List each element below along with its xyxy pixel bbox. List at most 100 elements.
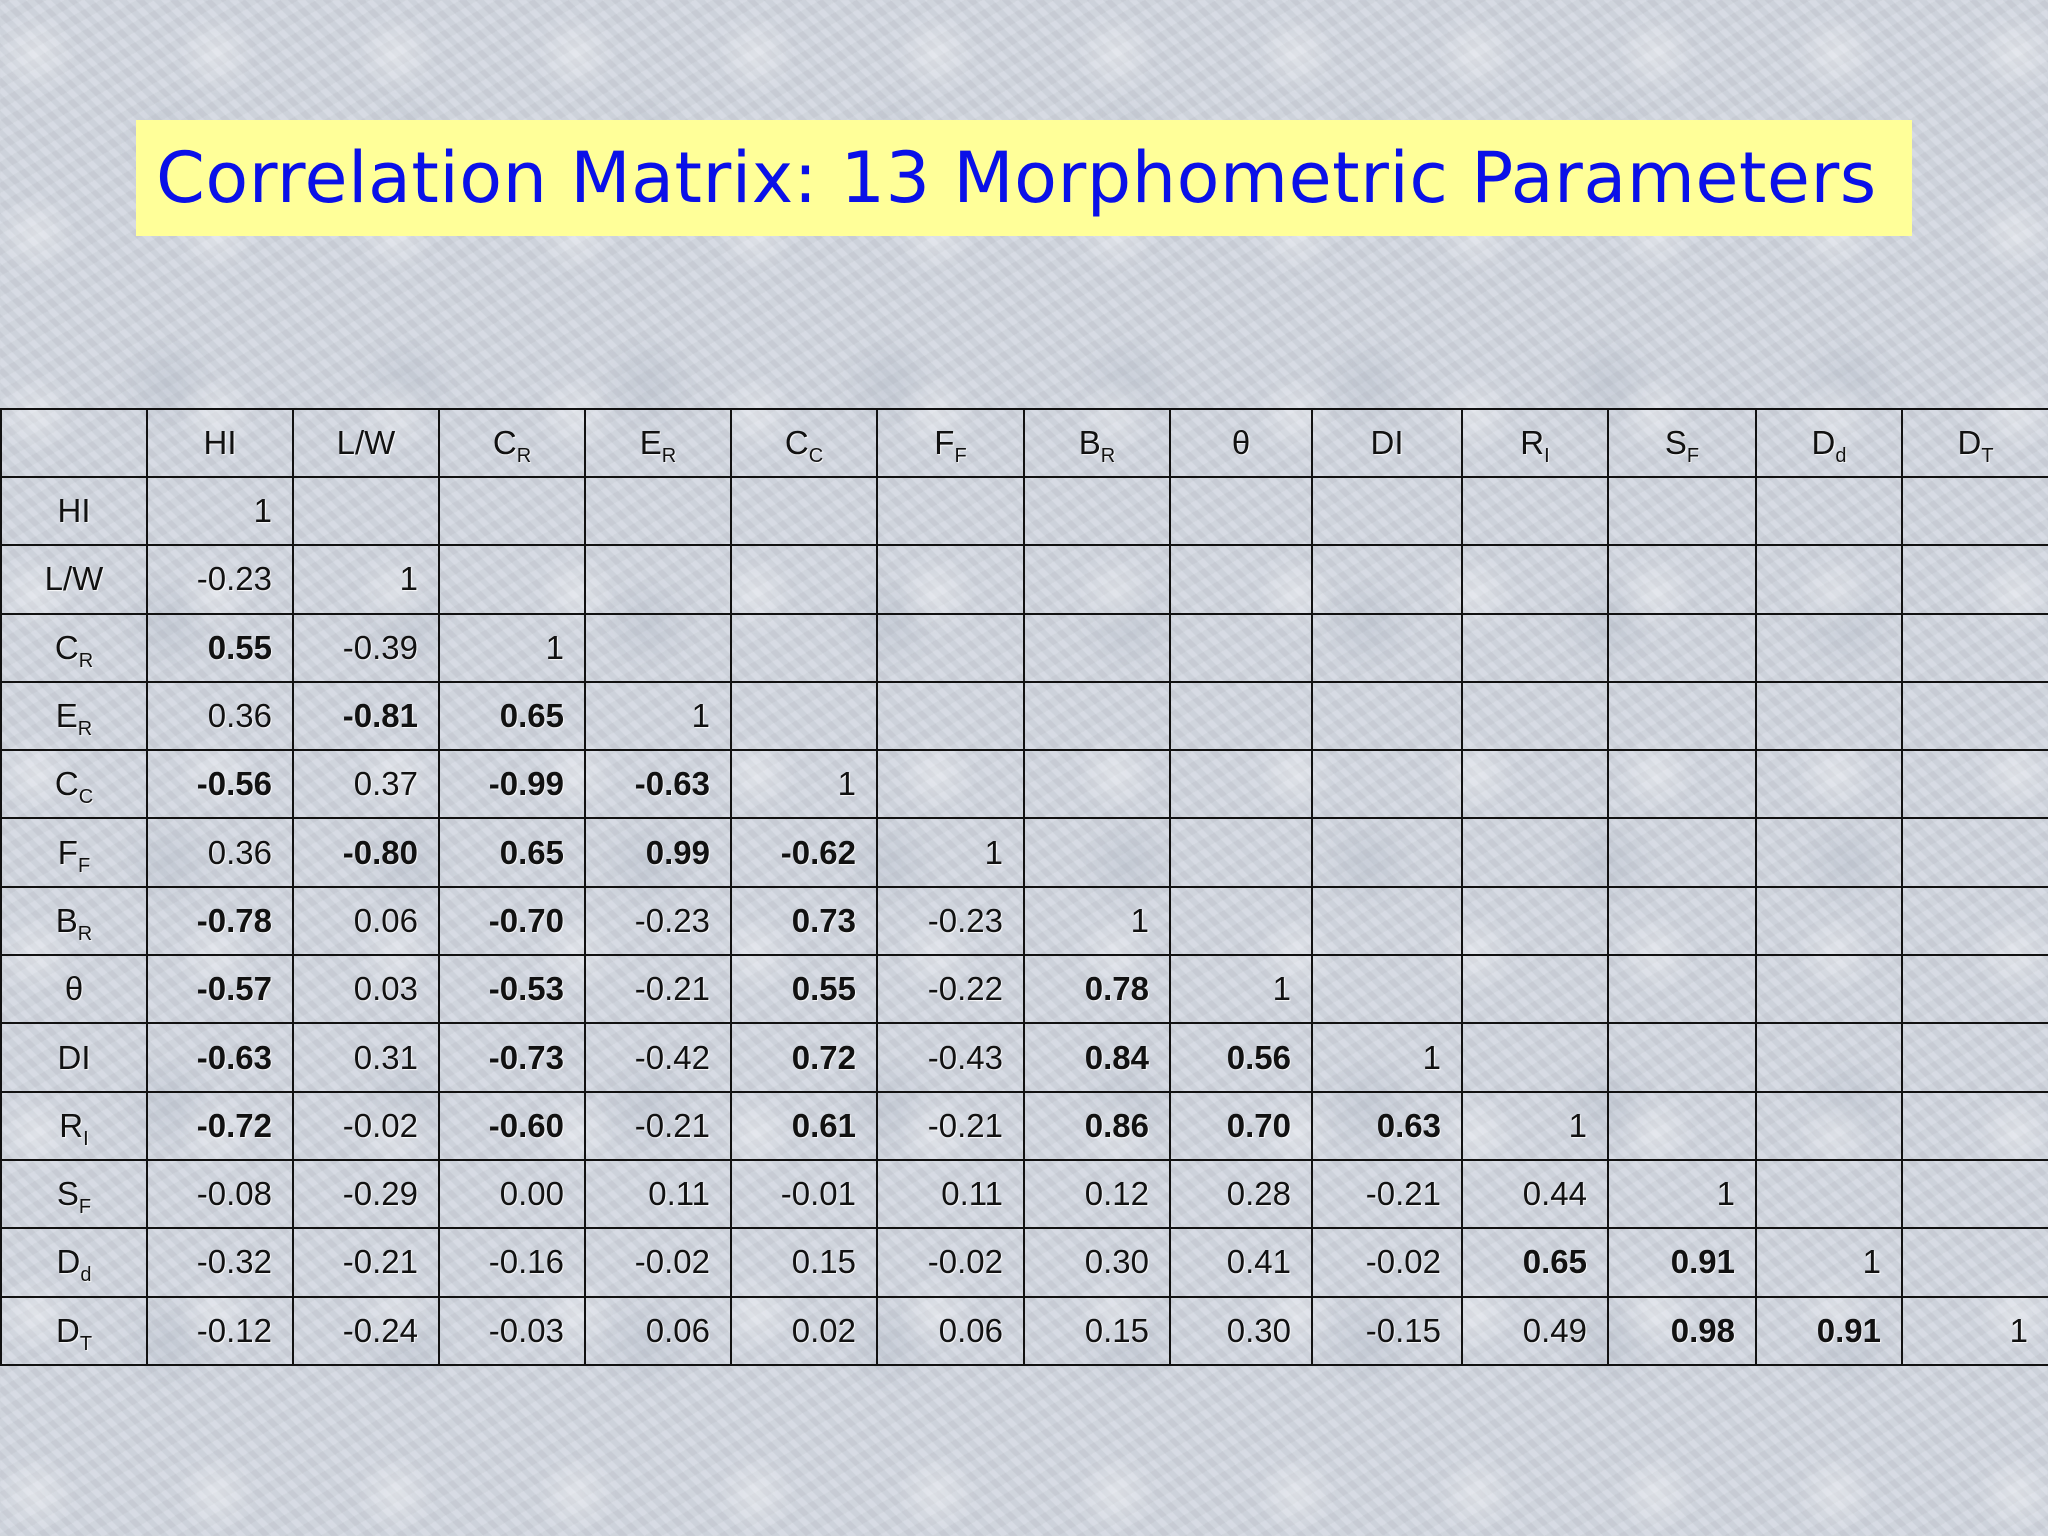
matrix-cell xyxy=(1901,1022,2048,1093)
matrix-cell xyxy=(1311,544,1463,615)
matrix-cell: -0.03 xyxy=(438,1295,586,1367)
matrix-cell: 0.91 xyxy=(1755,1295,1903,1367)
matrix-cell: 0.78 xyxy=(1023,954,1171,1025)
matrix-cell: 0.55 xyxy=(146,612,294,683)
matrix-cell xyxy=(1461,817,1609,888)
matrix-cell: -0.12 xyxy=(146,1295,294,1367)
matrix-cell xyxy=(1607,612,1757,683)
matrix-cell: 1 xyxy=(584,680,732,752)
table-row: DT -0.12 -0.24 -0.03 0.06 0.02 0.06 0.15 0.30 -0.… xyxy=(0,1295,2048,1367)
matrix-cell: 1 xyxy=(1311,1022,1463,1093)
matrix-cell: -0.62 xyxy=(730,817,878,888)
page-title: Correlation Matrix: 13 Morphometric Para… xyxy=(156,137,1877,219)
matrix-cell: 1 xyxy=(1607,1158,1757,1230)
row-header-9: DI xyxy=(0,1022,148,1093)
matrix-cell: 0.63 xyxy=(1311,1090,1463,1161)
matrix-cell xyxy=(1461,612,1609,683)
matrix-cell: 0.65 xyxy=(1461,1227,1609,1298)
matrix-cell xyxy=(876,680,1025,752)
matrix-cell xyxy=(1023,475,1171,547)
column-header-13-subscript: T xyxy=(1981,445,1994,467)
matrix-cell: 0.30 xyxy=(1023,1227,1171,1298)
row-header-12-subscript: d xyxy=(80,1264,92,1287)
matrix-cell: 0.15 xyxy=(1023,1295,1171,1367)
row-header-4-base: E xyxy=(55,697,78,735)
matrix-cell: -0.21 xyxy=(584,954,732,1025)
row-header-5-base: C xyxy=(54,765,79,803)
row-header-9-base: DI xyxy=(57,1038,91,1076)
row-header-2-base: L/W xyxy=(44,560,104,598)
matrix-cell xyxy=(876,475,1025,547)
matrix-cell xyxy=(584,475,732,547)
matrix-cell xyxy=(1901,612,2048,683)
matrix-cell xyxy=(1755,954,1903,1025)
row-header-3: CR xyxy=(0,612,148,683)
matrix-cell xyxy=(1755,749,1903,820)
row-header-6-subscript: F xyxy=(77,854,91,877)
matrix-cell: 0.31 xyxy=(292,1022,440,1093)
matrix-cell: -0.21 xyxy=(876,1090,1025,1161)
matrix-cell xyxy=(876,544,1025,615)
matrix-cell: 0.03 xyxy=(292,954,440,1025)
matrix-cell: 0.73 xyxy=(730,885,878,957)
matrix-cell: 0.00 xyxy=(438,1158,586,1230)
matrix-cell xyxy=(1461,749,1609,820)
column-header-6-subscript: F xyxy=(954,445,967,467)
matrix-cell xyxy=(1901,885,2048,957)
matrix-cell: 1 xyxy=(1461,1090,1609,1161)
matrix-cell xyxy=(1607,544,1757,615)
matrix-cell: 0.91 xyxy=(1607,1227,1757,1298)
row-header-6-base: F xyxy=(57,833,78,871)
matrix-cell: 1 xyxy=(1169,954,1313,1025)
matrix-cell: -0.63 xyxy=(146,1022,294,1093)
matrix-cell xyxy=(1169,817,1313,888)
matrix-cell: -0.21 xyxy=(292,1227,440,1298)
matrix-cell: 1 xyxy=(1755,1227,1903,1298)
matrix-cell xyxy=(1311,749,1463,820)
matrix-cell: -0.15 xyxy=(1311,1295,1463,1367)
matrix-cell: 0.36 xyxy=(146,680,294,752)
matrix-cell: -0.29 xyxy=(292,1158,440,1230)
column-header-10-base: R xyxy=(1520,424,1545,461)
column-header-12-base: D xyxy=(1811,424,1836,461)
matrix-cell: -0.60 xyxy=(438,1090,586,1161)
matrix-cell xyxy=(1169,749,1313,820)
column-header-7-subscript: R xyxy=(1100,445,1116,467)
matrix-cell xyxy=(438,544,586,615)
matrix-cell: -0.73 xyxy=(438,1022,586,1093)
matrix-cell: -0.99 xyxy=(438,749,586,820)
matrix-cell xyxy=(1901,680,2048,752)
row-header-11: SF xyxy=(0,1158,148,1230)
column-header-5: CC xyxy=(730,408,878,478)
matrix-cell xyxy=(1901,475,2048,547)
matrix-cell xyxy=(1755,1022,1903,1093)
matrix-cell xyxy=(1755,475,1903,547)
matrix-cell xyxy=(584,612,732,683)
table-row: FF 0.36 -0.80 0.65 0.99 -0.62 1 xyxy=(0,817,2048,888)
row-header-8: θ xyxy=(0,954,148,1025)
matrix-cell: -0.23 xyxy=(876,885,1025,957)
row-header-13-subscript: T xyxy=(79,1332,93,1355)
column-header-11-base: S xyxy=(1664,424,1687,461)
matrix-cell xyxy=(1169,680,1313,752)
column-header-7: BR xyxy=(1023,408,1171,478)
matrix-cell: 0.41 xyxy=(1169,1227,1313,1298)
row-header-4: ER xyxy=(0,680,148,752)
matrix-cell xyxy=(1607,749,1757,820)
matrix-cell: -0.01 xyxy=(730,1158,878,1230)
matrix-cell xyxy=(1023,680,1171,752)
matrix-cell xyxy=(1169,885,1313,957)
matrix-cell xyxy=(730,680,878,752)
matrix-cell: 0.11 xyxy=(876,1158,1025,1230)
matrix-cell: -0.78 xyxy=(146,885,294,957)
table-row: L/W -0.23 1 xyxy=(0,544,2048,615)
row-header-4-subscript: R xyxy=(77,718,93,741)
table-row: HI 1 xyxy=(0,475,2048,547)
matrix-cell: 0.44 xyxy=(1461,1158,1609,1230)
matrix-cell: 1 xyxy=(438,612,586,683)
matrix-cell: 0.98 xyxy=(1607,1295,1757,1367)
matrix-cell: 0.12 xyxy=(1023,1158,1171,1230)
matrix-cell xyxy=(1607,1090,1757,1161)
matrix-cell xyxy=(1901,749,2048,820)
matrix-cell: 0.36 xyxy=(146,817,294,888)
